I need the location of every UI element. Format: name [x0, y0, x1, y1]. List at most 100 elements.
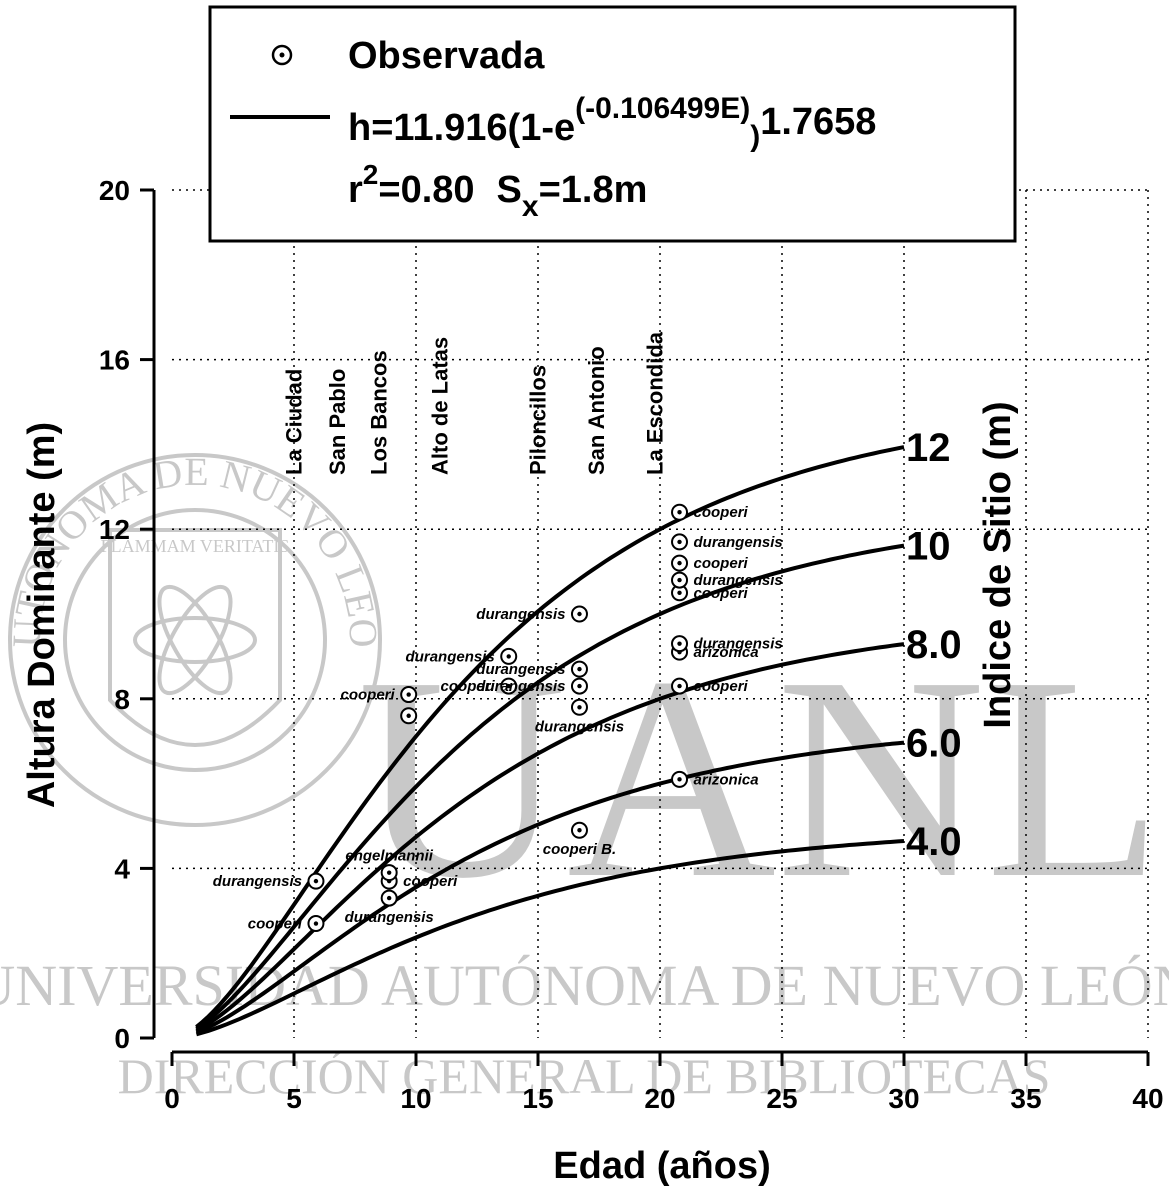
- observation-dot: [677, 560, 682, 566]
- observation-point: durangensis: [345, 889, 434, 926]
- observation-dot: [577, 666, 582, 672]
- x-tick-label-15: 15: [522, 1083, 553, 1114]
- y-tick-label-20: 20: [99, 175, 130, 206]
- observation-point: durangensis: [671, 533, 783, 551]
- observation-dot: [677, 510, 682, 515]
- observation-dot: [406, 713, 411, 718]
- observation-label: durangensis: [345, 909, 434, 926]
- observation-point: durangensis: [535, 698, 624, 735]
- r-exponent: 2: [363, 159, 379, 190]
- observation-point: durangensis: [671, 571, 783, 589]
- observation-point: cooperi: [248, 915, 325, 933]
- observation-dot: [677, 777, 682, 782]
- y-tick-label-4: 4: [114, 853, 130, 884]
- legend-observed-label: Observada: [348, 35, 545, 77]
- watermark-line-2: DIRECCIÓN GENERAL DE BIBLIOTECAS: [118, 1048, 1051, 1104]
- observation-point: cooperi: [380, 872, 458, 890]
- observation-label: cooperi: [248, 916, 303, 933]
- university-seal: [8, 453, 382, 827]
- observation-point: cooperi B.: [543, 821, 616, 858]
- s-subscript: x: [522, 190, 539, 223]
- s-value: =1.8m: [539, 169, 648, 211]
- s-prefix: S: [497, 169, 522, 211]
- observation-dot: [313, 921, 319, 926]
- observation-label: cooperi: [694, 678, 749, 695]
- site-label: Alto de Latas: [428, 337, 453, 475]
- observation-point: durangensis: [476, 605, 588, 623]
- site-label: San Pablo: [325, 369, 350, 475]
- observation-label: durangensis: [476, 678, 565, 695]
- observation-label: durangensis: [694, 572, 783, 589]
- site-label: Piloncillos: [525, 365, 550, 475]
- curve-label-6.0: 6.0: [906, 722, 962, 766]
- curve-label-10: 10: [906, 525, 951, 569]
- x-tick-label-5: 5: [286, 1083, 302, 1114]
- y-tick-label-0: 0: [114, 1023, 130, 1054]
- x-tick-label-40: 40: [1132, 1083, 1163, 1114]
- legend-stats: r2=0.80 Sx=1.8m: [348, 159, 647, 223]
- observation-label: cooperi: [340, 687, 395, 704]
- observation-label: engelmannii: [345, 848, 433, 865]
- observation-dot: [386, 870, 392, 875]
- observation-label: cooperi: [441, 678, 496, 695]
- observation-point: cooperi: [441, 677, 518, 695]
- observation-dot: [577, 828, 582, 833]
- equation-close: ): [750, 120, 760, 153]
- grid: [172, 189, 1149, 1038]
- site-label: San Antonio: [584, 346, 609, 475]
- observation-label: arizonica: [694, 771, 759, 788]
- x-tick-label-10: 10: [400, 1083, 431, 1114]
- site-label: Los Bancos: [367, 350, 392, 475]
- observation-label: cooperi: [403, 873, 458, 890]
- observation-label: durangensis: [694, 534, 783, 551]
- observation-dot: [577, 611, 582, 617]
- y-tick-label-12: 12: [99, 514, 130, 545]
- observation-point: durangensis: [213, 872, 325, 890]
- observation-dot: [677, 590, 682, 595]
- r-value: =0.80: [378, 169, 474, 211]
- observation-label: durangensis: [694, 636, 783, 653]
- observation-label: durangensis: [406, 648, 495, 665]
- observation-label: durangensis: [476, 661, 565, 678]
- observation-point: [400, 707, 418, 725]
- observation-point: durangensis: [476, 660, 588, 678]
- observation-point: durangensis: [671, 635, 783, 653]
- observation-point: durangensis: [476, 677, 588, 695]
- r-prefix: r: [348, 169, 363, 211]
- observation-dot: [677, 683, 682, 689]
- observation-label: durangensis: [476, 606, 565, 623]
- site-curve-10: [195, 543, 905, 1031]
- axes: 0 4 8 12 16 20 0 5 10 15 20 25 30 35 40: [99, 175, 1164, 1114]
- equation-power: 1.7658: [760, 101, 876, 143]
- observation-label: arizonica: [694, 644, 759, 661]
- observation-label: cooperi B.: [543, 841, 616, 858]
- site-curve-4.0: [195, 839, 905, 1037]
- observation-point: cooperi: [671, 503, 749, 521]
- legend: Observada h=11.916(1-e(-0.106499E))1.765…: [208, 5, 1017, 243]
- observation-dot: [577, 705, 582, 710]
- observation-dot: [677, 539, 682, 545]
- observation-point: cooperi: [671, 554, 749, 572]
- observation-point: cooperi: [671, 677, 749, 695]
- observation-label: cooperi: [694, 585, 749, 602]
- x-tick-label-0: 0: [164, 1083, 180, 1114]
- observation-label: durangensis: [213, 873, 302, 890]
- observation-point: cooperi: [340, 686, 418, 704]
- y-tick-label-16: 16: [99, 345, 130, 376]
- observation-dot: [386, 895, 392, 901]
- curve-label-12: 12: [906, 426, 951, 470]
- watermark-line-1: UNIVERSIDAD AUTÓNOMA DE NUEVO LEÓN: [0, 953, 1169, 1018]
- legend-observed-marker: [271, 44, 293, 66]
- site-label: La Escondida: [642, 331, 667, 475]
- seal-motto: FLAMMAM VERITATIS: [101, 536, 290, 556]
- observation-dot: [506, 654, 511, 659]
- legend-equation: h=11.916(1-e(-0.106499E))1.7658: [348, 92, 876, 153]
- site-curve-6.0: [195, 740, 905, 1035]
- site-labels: La Ciudad San Pablo Los Bancos Alto de Lata…: [281, 331, 667, 475]
- observation-dot: [313, 878, 319, 884]
- observation-label: cooperi: [694, 504, 749, 521]
- x-tick-label-35: 35: [1010, 1083, 1041, 1114]
- equation-base: h=11.916(1-e: [348, 107, 575, 149]
- site-label: La Ciudad: [281, 369, 306, 475]
